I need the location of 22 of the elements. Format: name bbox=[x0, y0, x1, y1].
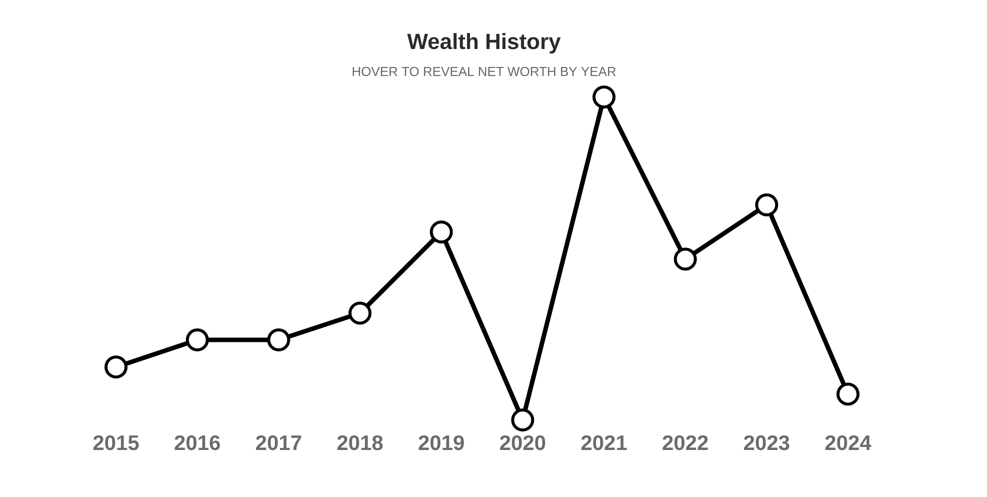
x-tick-label: 2020 bbox=[500, 435, 546, 450]
point bbox=[511, 408, 534, 432]
point bbox=[592, 85, 616, 108]
x-tick-label: 2019 bbox=[418, 435, 464, 450]
x-tick-label: 2022 bbox=[662, 435, 708, 450]
point bbox=[836, 382, 860, 406]
point bbox=[755, 193, 778, 216]
chart-subtitle: HOVER TO REVEAL NET WORTH BY YEAR bbox=[352, 66, 616, 76]
point bbox=[348, 302, 372, 325]
x-tick-label: 2016 bbox=[174, 435, 220, 450]
point bbox=[104, 356, 128, 379]
point bbox=[674, 248, 697, 271]
x-tick-label: 2021 bbox=[581, 435, 627, 450]
x-tick-label: 2015 bbox=[93, 435, 139, 450]
point bbox=[430, 220, 453, 244]
chart-title: Wealth History bbox=[407, 33, 561, 54]
point bbox=[267, 328, 290, 352]
point bbox=[186, 328, 209, 352]
x-tick-label: 2018 bbox=[337, 435, 383, 450]
x-tick-label: 2024 bbox=[825, 435, 872, 450]
x-tick-label: 2017 bbox=[256, 435, 302, 450]
x-tick-label: 2023 bbox=[744, 435, 790, 450]
